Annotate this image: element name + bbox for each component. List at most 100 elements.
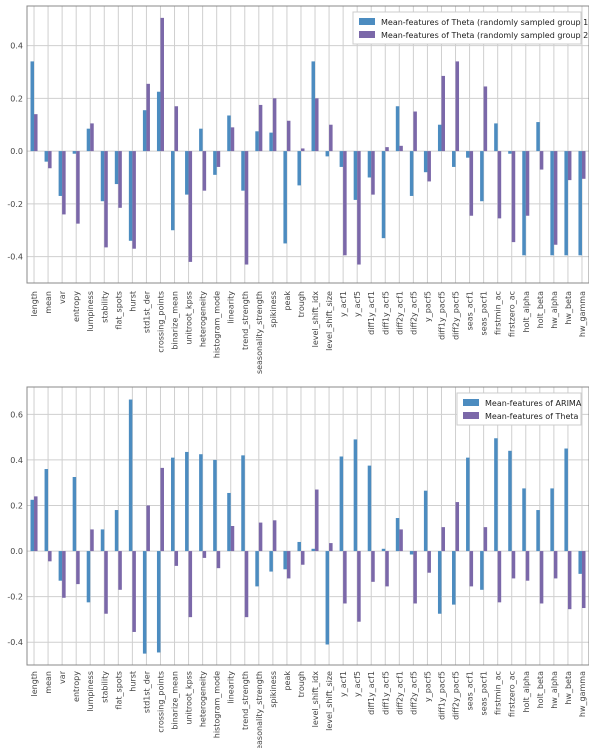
bar-histogram_mode-series-1	[213, 459, 217, 552]
x-tick-label: seas_acf1	[466, 291, 475, 330]
bar-firstmin_ac-series-1	[494, 123, 498, 152]
y-tick-label: 0.2	[10, 501, 23, 510]
bar-binarize_mean-series-1	[171, 151, 175, 231]
bar-holt_alpha-series-2	[525, 151, 530, 216]
bar-hw_beta-series-2	[567, 551, 572, 610]
x-tick-label: trough	[297, 671, 306, 697]
x-tick-label: lumpiness	[86, 671, 95, 712]
bar-stability-series-2	[104, 551, 108, 614]
bar-trough-series-1	[297, 541, 301, 552]
legend-label: Mean-features of Theta (randomly sampled…	[381, 18, 589, 27]
x-tick-label: hurst	[128, 671, 137, 692]
bar-length-series-2	[34, 496, 38, 552]
x-tick-label: entropy	[72, 291, 81, 322]
x-tick-label: seas_acf1	[466, 671, 475, 710]
bar-peak-series-1	[283, 151, 287, 244]
bar-trough-series-1	[297, 151, 301, 186]
bar-seasonality_strength-series-2	[258, 522, 263, 552]
x-tick-label: histogram_mode	[213, 671, 222, 738]
x-tick-label: y_acf1	[339, 291, 348, 317]
bar-trend_strength-series-2	[244, 551, 249, 618]
y-tick-label: -0.4	[7, 253, 23, 262]
bar-stability-series-1	[100, 529, 105, 552]
x-tick-label: y_acf5	[353, 671, 362, 697]
x-tick-label: histogram_mode	[213, 291, 222, 358]
x-tick-label: diff1y_acf5	[381, 671, 390, 715]
bar-level_shift_idx-series-2	[315, 98, 319, 152]
bar-y_pacf5-series-2	[427, 151, 431, 182]
bar-seas_acf1-series-1	[466, 151, 470, 158]
bar-unitroot_kpss-series-2	[188, 151, 193, 262]
bar-flat_spots-series-1	[114, 151, 119, 185]
bar-y_pacf5-series-1	[423, 490, 428, 552]
x-tick-label: holt_beta	[536, 671, 545, 708]
x-tick-label: firstzero_ac	[508, 671, 517, 717]
x-tick-label: y_acf5	[353, 291, 362, 317]
bar-stability-series-2	[104, 151, 108, 248]
legend-label: Mean-features of ARIMA	[485, 399, 582, 408]
chart-panel-1: -0.4 -0.2 0.0 0.2 0.4 length mean var entropy lum…	[7, 5, 589, 374]
legend-label: Mean-features of Theta (randomly sampled…	[381, 31, 589, 40]
bar-diff2y_acf1-series-1	[395, 106, 400, 152]
bar-firstzero_ac-series-2	[511, 551, 516, 579]
x-tick-label: hurst	[128, 291, 137, 312]
bar-diff2y_acf5-series-1	[409, 551, 414, 555]
bar-std1st_der-series-1	[142, 551, 147, 654]
bar-crossing_points-series-2	[160, 467, 164, 552]
bar-histogram_mode-series-2	[216, 151, 221, 167]
bar-binarize_mean-series-2	[174, 551, 179, 566]
x-tick-label: trend_strength	[241, 291, 250, 350]
x-tick-label: hw_beta	[564, 671, 573, 705]
x-tick-label: stability	[100, 671, 109, 703]
bar-diff1y_pacf5-series-2	[441, 75, 445, 152]
bar-spikiness-series-2	[272, 98, 277, 152]
bar-seas_acf1-series-1	[466, 457, 470, 552]
bar-mean-series-1	[44, 469, 49, 552]
x-tick-label: firstmin_ac	[494, 671, 503, 715]
x-tick-label: y_pacf5	[423, 671, 432, 702]
bar-hw_beta-series-1	[564, 151, 568, 256]
bar-seas_acf1-series-2	[469, 551, 474, 587]
x-tick-label: y_pacf5	[423, 291, 432, 322]
bar-entropy-series-2	[76, 551, 80, 585]
x-tick-label: diff2y_pacf5	[452, 671, 461, 720]
bar-level_shift_idx-series-1	[311, 548, 316, 552]
bar-holt_beta-series-1	[536, 510, 540, 552]
x-tick-label: diff2y_acf5	[409, 291, 418, 335]
y-tick-label: 0.0	[10, 547, 23, 556]
bar-holt_alpha-series-2	[525, 551, 530, 581]
bar-crossing_points-series-1	[156, 551, 161, 653]
legend: Mean-features of ARIMA Mean-features of T…	[456, 392, 582, 426]
bar-level_shift_idx-series-1	[311, 61, 316, 152]
x-tick-label: mean	[44, 291, 53, 314]
bar-spikiness-series-1	[269, 132, 273, 152]
bar-seasonality_strength-series-1	[255, 131, 259, 152]
x-tick-label: diff2y_acf1	[395, 291, 404, 335]
x-tick-label: binarize_mean	[171, 671, 180, 730]
bar-diff1y_acf1-series-2	[371, 151, 375, 195]
x-tick-label: heterogeneity	[199, 671, 208, 727]
bar-diff1y_acf1-series-1	[367, 465, 372, 552]
bar-diff2y_pacf5-series-2	[455, 61, 460, 152]
x-tick-label: length	[30, 671, 39, 697]
bar-seas_pacf1-series-2	[483, 86, 488, 152]
x-tick-label: holt_alpha	[522, 671, 531, 713]
x-tick-label: y_acf1	[339, 671, 348, 697]
bar-mean-series-2	[48, 551, 52, 562]
bar-y_acf5-series-2	[357, 151, 361, 265]
x-tick-label: stability	[100, 291, 109, 323]
x-tick-label: firstmin_ac	[494, 291, 503, 335]
bar-linearity-series-1	[227, 115, 231, 152]
x-tick-label: diff2y_acf5	[409, 671, 418, 715]
bar-diff1y_acf5-series-1	[381, 151, 386, 239]
x-tick-label: holt_alpha	[522, 291, 531, 333]
x-tick-label: lumpiness	[86, 291, 95, 332]
bar-diff1y_pacf5-series-1	[437, 551, 442, 614]
x-tick-label: length	[30, 291, 39, 317]
plot-frame	[26, 5, 589, 284]
bar-mean-series-2	[48, 151, 52, 169]
bar-length-series-1	[30, 61, 35, 152]
bar-lumpiness-series-1	[86, 128, 91, 152]
bar-entropy-series-2	[76, 151, 80, 224]
bar-hw_gamma-series-2	[581, 551, 586, 609]
